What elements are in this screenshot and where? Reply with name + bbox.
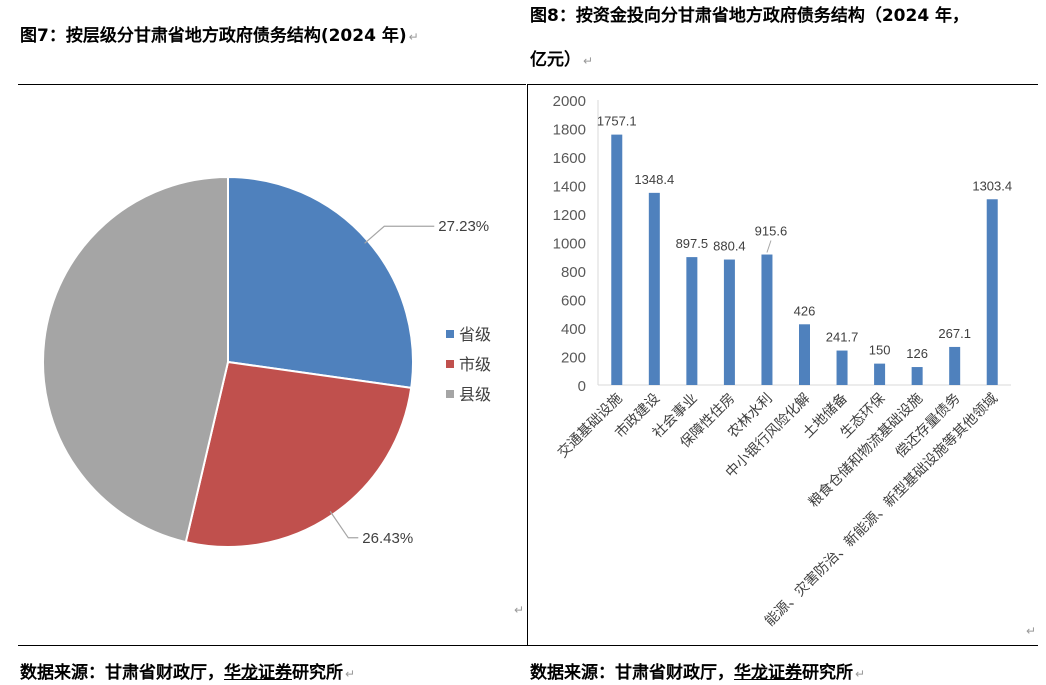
y-tick-label: 1800 (553, 122, 586, 139)
return-mark: ↵ (855, 667, 866, 681)
y-tick-label: 200 (561, 350, 586, 367)
return-mark: ↵ (345, 667, 356, 681)
bar-value-label: 1348.4 (634, 172, 674, 187)
y-tick-label: 1400 (553, 179, 586, 196)
y-tick-label: 2000 (553, 93, 586, 110)
pie-slice (42, 175, 229, 544)
source-brand: 华龙证券 (224, 663, 292, 683)
pie-value-label: 26.43% (362, 530, 413, 547)
return-mark: ↵ (514, 603, 525, 617)
pie-leader-line (364, 225, 435, 244)
bar (911, 367, 923, 385)
source-label: 数据来源：甘肃省财政厅， (530, 663, 734, 683)
return-mark: ↵ (1026, 624, 1037, 638)
legend-swatch (446, 360, 454, 368)
right-chart-title: 图8：按资金投向分甘肃省地方政府债务结构（2024 年， (530, 4, 969, 28)
bar-value-label: 915.6 (755, 224, 788, 239)
data-label-leader (766, 240, 772, 253)
bar-value-label: 150 (869, 343, 891, 358)
right-chart-title-2: 亿元） ↵ (530, 48, 593, 73)
legend-swatch (446, 330, 454, 338)
left-chart-title-text: 图7：按层级分甘肃省地方政府债务结构(2024 年) (20, 26, 407, 46)
right-chart-title-line2: 亿元） (530, 50, 581, 70)
right-source: 数据来源：甘肃省财政厅，华龙证券研究所 ↵ (530, 658, 865, 683)
pie-leader-line (329, 511, 359, 539)
y-tick-label: 600 (561, 293, 586, 310)
top-rule-left (18, 84, 526, 85)
bar (686, 257, 698, 385)
bar-value-label: 426 (794, 303, 816, 318)
legend-label: 市级 (459, 356, 491, 374)
panel-divider (527, 84, 528, 646)
bar (874, 363, 886, 385)
bar (723, 259, 735, 385)
source-suffix: 研究所 (802, 663, 853, 683)
bar-value-label: 1757.1 (597, 114, 637, 129)
bar-value-label: 897.5 (676, 236, 709, 251)
bar (836, 350, 848, 385)
y-tick-label: 1600 (553, 150, 586, 167)
x-tick-label: 交通基础设施 (554, 390, 625, 461)
left-source: 数据来源：甘肃省财政厅，华龙证券研究所 ↵ (20, 658, 355, 683)
y-tick-label: 0 (578, 378, 586, 395)
bar-value-label: 1303.4 (972, 178, 1012, 193)
y-tick-label: 1200 (553, 207, 586, 224)
bar (949, 346, 961, 385)
bar-value-label: 880.4 (713, 239, 746, 254)
top-rule-right (528, 84, 1038, 85)
legend-label: 县级 (459, 386, 491, 404)
bar-value-label: 241.7 (826, 330, 859, 345)
return-mark: ↵ (583, 54, 594, 68)
source-label: 数据来源：甘肃省财政厅， (20, 663, 224, 683)
return-mark: ↵ (408, 30, 419, 44)
source-brand: 华龙证券 (734, 663, 802, 683)
legend-swatch (446, 390, 454, 398)
bar-value-label: 126 (906, 346, 928, 361)
pie-value-label: 27.23% (438, 218, 489, 235)
bar-chart: 0 200 400 600 800 1000 1200 1400 1600 1800 2000 17… (553, 93, 1012, 629)
y-tick-label: 400 (561, 321, 586, 338)
y-tick-label: 1000 (553, 236, 586, 253)
source-suffix: 研究所 (292, 663, 343, 683)
legend-label: 省级 (459, 326, 491, 344)
left-chart-title: 图7：按层级分甘肃省地方政府债务结构(2024 年) ↵ (20, 24, 419, 49)
bar (799, 324, 810, 385)
bar (611, 134, 623, 385)
bar (986, 199, 998, 385)
right-chart-title-line1: 图8：按资金投向分甘肃省地方政府债务结构（2024 年， (530, 6, 970, 26)
y-tick-label: 800 (561, 264, 586, 281)
bar-value-label: 267.1 (938, 326, 971, 341)
bar (761, 254, 773, 385)
bar (648, 192, 660, 385)
bottom-rule (18, 645, 1038, 646)
pie-slice (227, 175, 414, 389)
